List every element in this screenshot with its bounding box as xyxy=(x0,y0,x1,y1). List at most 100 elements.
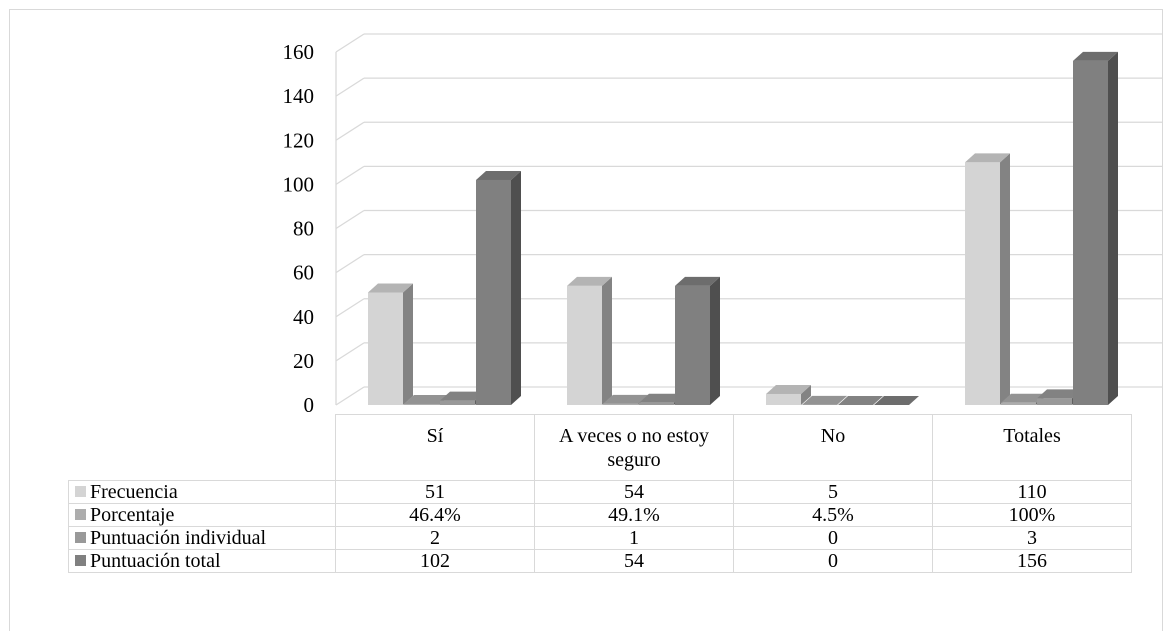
data-label: 110 xyxy=(932,480,1132,504)
category-label: A veces o no estoy seguro xyxy=(534,414,734,481)
data-label: 49.1% xyxy=(534,503,734,527)
data-label: 4.5% xyxy=(733,503,933,527)
bar-front xyxy=(1001,402,1036,405)
legend-swatch xyxy=(75,555,86,566)
data-label: 54 xyxy=(534,549,734,573)
bar xyxy=(766,384,811,405)
bar-front xyxy=(603,403,638,405)
bar-front xyxy=(766,393,801,405)
bar-side xyxy=(837,395,847,405)
bar xyxy=(476,170,521,405)
series-label: Frecuencia xyxy=(68,480,336,504)
bar-front xyxy=(567,285,602,405)
bar xyxy=(567,276,612,405)
series-label: Puntuación total xyxy=(68,549,336,573)
bar-front xyxy=(675,285,710,405)
data-label: 100% xyxy=(932,503,1132,527)
bar-top xyxy=(404,394,449,404)
bar-side xyxy=(1000,153,1010,405)
bar-top xyxy=(603,394,648,404)
bar-front xyxy=(404,403,439,405)
bar-top xyxy=(766,384,811,394)
data-label: 0 xyxy=(733,526,933,550)
bar-top xyxy=(440,391,485,401)
category-row: Sí A veces o no estoy seguro No Totales xyxy=(68,414,1132,481)
bar-side xyxy=(710,276,720,405)
data-label: 156 xyxy=(932,549,1132,573)
bar xyxy=(802,395,847,405)
y-tick-label: 60 xyxy=(293,261,314,285)
gridline xyxy=(335,254,365,274)
series-name: Puntuación total xyxy=(90,550,221,572)
legend-swatch xyxy=(75,509,86,520)
bar-side xyxy=(602,276,612,405)
gridline xyxy=(335,386,365,406)
bar-top xyxy=(1037,389,1082,399)
series-row: Puntuación individual 2 1 0 3 xyxy=(68,526,1132,550)
bar-top xyxy=(675,276,720,286)
series-label: Porcentaje xyxy=(68,503,336,527)
series-name: Puntuación individual xyxy=(90,527,267,549)
bar-top xyxy=(639,393,684,403)
gridline xyxy=(335,209,365,230)
bar-front xyxy=(965,162,1000,405)
y-tick-label: 20 xyxy=(293,349,314,373)
data-label: 46.4% xyxy=(335,503,535,527)
bar-top xyxy=(838,396,883,405)
y-tick-label: 80 xyxy=(293,217,314,241)
y-tick-label: 120 xyxy=(283,128,315,152)
category-label: No xyxy=(733,414,933,481)
bar-front xyxy=(476,179,511,405)
series-name: Frecuencia xyxy=(90,481,178,503)
bar-top xyxy=(874,396,919,405)
bar-side xyxy=(403,283,413,405)
bar-top xyxy=(1073,51,1118,61)
bar xyxy=(838,396,883,405)
y-tick-label: 100 xyxy=(283,172,315,196)
bars xyxy=(368,51,1118,405)
series-label: Puntuación individual xyxy=(68,526,336,550)
bar xyxy=(1073,51,1118,405)
gridline xyxy=(335,165,365,185)
legend-swatch xyxy=(75,486,86,497)
data-table: Sí A veces o no estoy seguro No Totales … xyxy=(68,414,1132,573)
gridline xyxy=(335,121,365,141)
bar-side xyxy=(511,170,521,405)
gridline xyxy=(335,342,365,362)
bar xyxy=(965,153,1010,405)
gridlines xyxy=(335,33,1162,406)
chart-frame xyxy=(9,9,1163,631)
bar-side xyxy=(801,384,811,405)
y-axis-ticks: 0 20 40 60 80 100 120 140 160 xyxy=(283,40,315,417)
gridline xyxy=(335,298,365,318)
bar xyxy=(675,276,720,405)
y-tick-label: 0 xyxy=(304,393,315,417)
series-name: Porcentaje xyxy=(90,504,175,526)
gridline xyxy=(335,77,365,97)
legend-swatch xyxy=(75,532,86,543)
bar-top xyxy=(965,153,1010,163)
series-row: Puntuación total 102 54 0 156 xyxy=(68,549,1132,573)
bar-top xyxy=(802,395,847,405)
bar-front xyxy=(639,402,674,405)
bar-front xyxy=(1037,398,1072,405)
series-row: Porcentaje 46.4% 49.1% 4.5% 100% xyxy=(68,503,1132,527)
category-label: Sí xyxy=(335,414,535,481)
bar-top xyxy=(476,170,521,180)
bar-top xyxy=(1001,393,1046,403)
data-label: 54 xyxy=(534,480,734,504)
data-label: 5 xyxy=(733,480,933,504)
bar-front xyxy=(440,400,475,405)
bar-front xyxy=(368,292,403,405)
bar-front xyxy=(1073,60,1108,405)
bar-side xyxy=(1108,51,1118,405)
data-label: 2 xyxy=(335,526,535,550)
y-tick-label: 160 xyxy=(283,40,315,64)
y-tick-label: 40 xyxy=(293,305,314,329)
bar xyxy=(368,283,413,405)
bar xyxy=(874,396,919,405)
data-label: 51 xyxy=(335,480,535,504)
gridline xyxy=(335,33,365,53)
category-label: Totales xyxy=(932,414,1132,481)
